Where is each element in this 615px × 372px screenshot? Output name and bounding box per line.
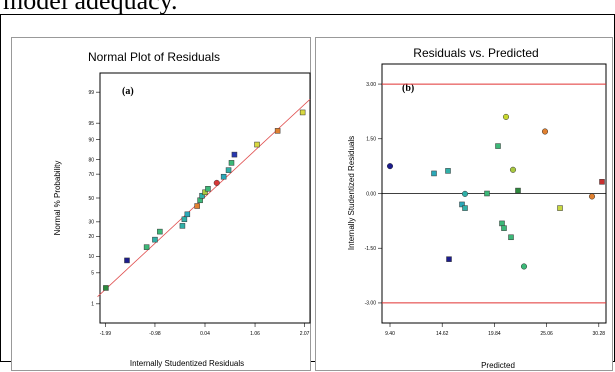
data-point xyxy=(299,109,306,116)
data-point xyxy=(502,113,510,120)
data-point xyxy=(588,193,596,200)
x-tick-label: -1.99 xyxy=(100,331,112,337)
data-point xyxy=(445,168,451,174)
data-point xyxy=(202,189,208,196)
data-point xyxy=(124,257,130,264)
x-tick-label: 0.04 xyxy=(200,331,210,337)
data-point xyxy=(459,201,465,208)
x-tick-label: 14.62 xyxy=(436,331,449,337)
y-tick-label: 1 xyxy=(91,302,94,308)
data-point xyxy=(446,256,452,262)
y-tick-label: 80 xyxy=(88,158,94,164)
data-point xyxy=(181,216,188,223)
data-point xyxy=(152,236,158,243)
data-point xyxy=(220,173,227,180)
x-tick-label: 19.84 xyxy=(488,331,501,337)
residuals-vs-predicted-svg: Residuals vs. Predicted (b) 3.00 1.50 0.00 -1… xyxy=(347,46,607,370)
panel-label: (a) xyxy=(122,86,134,97)
data-point xyxy=(184,211,191,218)
data-point xyxy=(274,128,281,134)
y-tick-label: -3.00 xyxy=(365,301,377,307)
y-axis-label: Internally Studentized Residuals xyxy=(347,136,356,250)
data-point xyxy=(499,220,505,227)
data-point xyxy=(508,234,514,241)
data-point xyxy=(143,244,150,250)
data-point xyxy=(431,170,437,177)
normal-plot-panel: Normal Plot of Residuals (a) 1 5 10 20 30 50 70 8… xyxy=(11,37,311,371)
y-tick-label: 70 xyxy=(88,172,94,178)
x-tick-label: 9.40 xyxy=(385,331,395,337)
x-axis-label: Internally Studentized Residuals xyxy=(130,359,244,368)
data-point xyxy=(103,285,109,291)
chart-title: Normal Plot of Residuals xyxy=(88,50,220,64)
y-tick-label: 90 xyxy=(88,138,94,144)
data-point xyxy=(225,167,232,173)
figure-frame: Normal Plot of Residuals (a) 1 5 10 20 30 50 70 8… xyxy=(0,14,615,371)
data-point xyxy=(254,141,260,148)
y-tick-label: 99 xyxy=(88,90,94,96)
data-point xyxy=(205,186,211,192)
panel-label: (b) xyxy=(402,83,414,94)
x-tick-label: -0.98 xyxy=(149,331,161,337)
x-tick-label: 1.06 xyxy=(250,331,260,337)
y-axis-label: Normal % Probability xyxy=(53,161,62,236)
data-point xyxy=(157,228,163,235)
x-tick-label: 25.06 xyxy=(540,331,553,337)
residuals-vs-predicted-panel: Residuals vs. Predicted (b) 3.00 1.50 0.00 -1… xyxy=(315,37,613,371)
data-point xyxy=(199,192,205,199)
y-tick-label: 95 xyxy=(88,121,94,127)
data-point xyxy=(213,179,220,186)
plot-frame xyxy=(99,72,311,324)
data-point xyxy=(228,160,235,166)
x-tick-label: 30.28 xyxy=(593,331,606,337)
y-tick-label: 20 xyxy=(88,234,94,240)
y-tick-label: 5 xyxy=(91,271,94,277)
y-tick-label: 1.50 xyxy=(366,137,376,143)
data-point xyxy=(515,187,521,194)
data-point xyxy=(194,203,200,209)
y-tick-label: 10 xyxy=(88,254,94,260)
data-point xyxy=(179,223,186,229)
data-point xyxy=(231,151,238,158)
x-axis-label: Predicted xyxy=(481,361,515,370)
normal-plot-svg: Normal Plot of Residuals (a) 1 5 10 20 30 50 70 8… xyxy=(53,50,311,368)
data-point xyxy=(541,128,549,135)
y-tick-label: 50 xyxy=(88,196,94,202)
data-point xyxy=(557,205,563,211)
y-tick-label: 3.00 xyxy=(366,82,376,88)
y-tick-label: -1.50 xyxy=(365,246,377,252)
cropped-caption-text: model adequacy. xyxy=(3,0,178,15)
x-tick-label: 2.07 xyxy=(300,331,310,337)
y-tick-label: 0.00 xyxy=(366,191,376,197)
data-point xyxy=(599,179,605,185)
data-point xyxy=(461,190,469,197)
data-point xyxy=(197,197,203,204)
y-tick-label: 30 xyxy=(88,220,94,226)
data-point xyxy=(520,263,528,270)
data-point xyxy=(386,163,394,170)
data-point xyxy=(484,190,490,197)
data-point xyxy=(501,225,507,231)
data-point xyxy=(509,166,517,173)
data-point xyxy=(495,143,501,149)
chart-title: Residuals vs. Predicted xyxy=(413,46,538,60)
data-point xyxy=(462,205,468,211)
